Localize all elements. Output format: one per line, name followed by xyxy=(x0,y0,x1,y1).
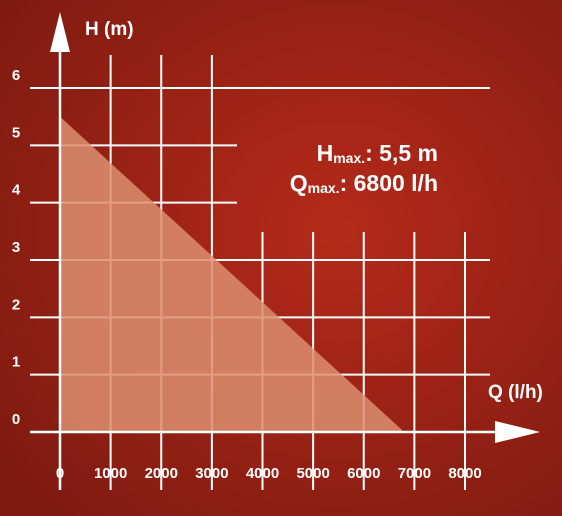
y-tick-label: 6 xyxy=(12,67,20,84)
x-axis-title: Q (l/h) xyxy=(488,382,543,403)
x-tick-label: 3000 xyxy=(195,465,228,482)
x-tick-label: 6000 xyxy=(347,465,380,482)
x-tick-label: 0 xyxy=(56,465,64,482)
y-tick-label: 0 xyxy=(12,411,20,428)
annotation-symbol: Q xyxy=(290,170,308,196)
x-tick-label: 5000 xyxy=(296,465,329,482)
x-tick-label: 8000 xyxy=(448,465,481,482)
annotation: Hmax.: 5,5 m xyxy=(317,140,438,166)
x-tick-label: 2000 xyxy=(145,465,178,482)
y-tick-label: 2 xyxy=(12,296,20,313)
annotation-sub: max. xyxy=(333,150,365,166)
y-axis-arrow xyxy=(50,12,70,52)
x-tick-label: 7000 xyxy=(398,465,431,482)
y-tick-label: 1 xyxy=(12,354,20,371)
annotation-text: : 5,5 m xyxy=(365,140,438,166)
y-tick-label: 4 xyxy=(12,182,21,199)
x-axis-arrow xyxy=(495,421,540,443)
annotation-symbol: H xyxy=(317,140,334,166)
x-tick-label: 4000 xyxy=(246,465,279,482)
y-tick-label: 3 xyxy=(12,239,20,256)
y-axis-title: H (m) xyxy=(85,19,134,40)
x-tick-label: 1000 xyxy=(94,465,127,482)
area xyxy=(60,116,405,433)
annotation-sub: max. xyxy=(308,180,340,196)
annotation-text: : 6800 l/h xyxy=(340,170,438,196)
y-tick-label: 5 xyxy=(12,124,20,141)
annotation: Qmax.: 6800 l/h xyxy=(290,170,438,196)
plot xyxy=(60,116,405,433)
